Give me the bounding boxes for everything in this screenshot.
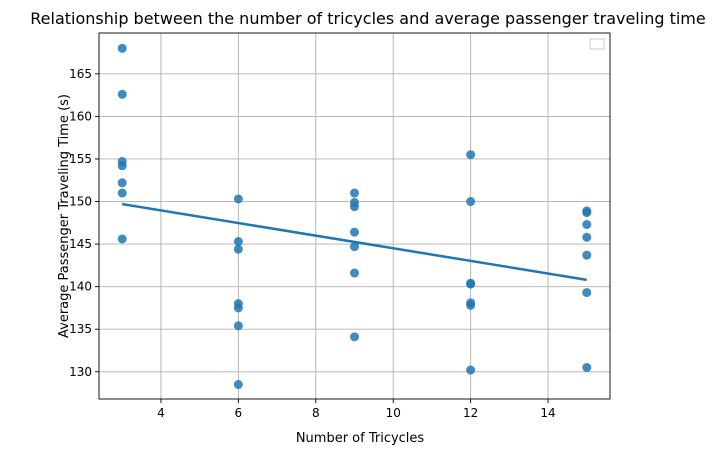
data-point <box>233 194 243 204</box>
y-tick-label: 135 <box>69 322 92 336</box>
grid-layer <box>99 33 610 399</box>
data-point <box>233 321 243 331</box>
x-tick-label: 4 <box>157 406 165 420</box>
data-point <box>233 380 243 390</box>
data-point <box>582 208 592 218</box>
y-tick-label: 150 <box>69 195 92 209</box>
data-point <box>117 161 127 171</box>
data-point <box>466 365 476 375</box>
y-axis-ticks: 130 135 140 145 150 155 160 165 <box>69 67 99 379</box>
data-point <box>233 244 243 254</box>
trend-line <box>122 202 587 282</box>
x-axis-label: Number of Tricycles <box>296 431 425 446</box>
data-point <box>582 220 592 230</box>
x-tick-label: 14 <box>540 406 555 420</box>
data-point <box>582 363 592 373</box>
data-point <box>582 232 592 242</box>
data-point <box>233 303 243 313</box>
data-point <box>350 242 359 252</box>
x-tick-label: 6 <box>235 406 243 420</box>
legend-box <box>589 38 605 50</box>
y-tick-label: 160 <box>69 109 92 123</box>
chart-title: Relationship between the number of tricy… <box>30 9 705 28</box>
y-tick-label: 130 <box>69 365 92 379</box>
data-point <box>117 188 127 198</box>
y-tick-label: 155 <box>69 152 92 166</box>
x-axis-ticks: 4 6 8 10 12 14 <box>157 399 556 420</box>
x-tick-label: 8 <box>312 406 320 420</box>
x-tick-label: 10 <box>386 406 401 420</box>
data-point <box>466 150 476 160</box>
data-points <box>117 43 592 390</box>
data-point <box>233 237 243 247</box>
data-point <box>466 197 476 207</box>
data-point <box>117 178 127 188</box>
data-point <box>466 300 476 310</box>
data-point <box>350 268 359 278</box>
data-point <box>117 234 127 244</box>
trend-line-layer <box>122 202 587 282</box>
y-tick-label: 145 <box>69 237 92 251</box>
y-axis-label: Average Passenger Traveling Time (s) <box>57 94 72 338</box>
data-point <box>350 332 359 342</box>
data-point <box>350 188 359 198</box>
data-point <box>582 250 592 260</box>
data-point <box>350 227 359 237</box>
plot-area-frame <box>98 32 611 400</box>
y-tick-label: 140 <box>69 280 92 294</box>
data-point <box>117 89 127 99</box>
y-tick-label: 165 <box>69 67 92 81</box>
x-tick-label: 12 <box>463 406 478 420</box>
data-point <box>117 43 127 53</box>
data-point <box>582 288 592 298</box>
data-point <box>350 202 359 212</box>
data-point <box>466 279 476 289</box>
